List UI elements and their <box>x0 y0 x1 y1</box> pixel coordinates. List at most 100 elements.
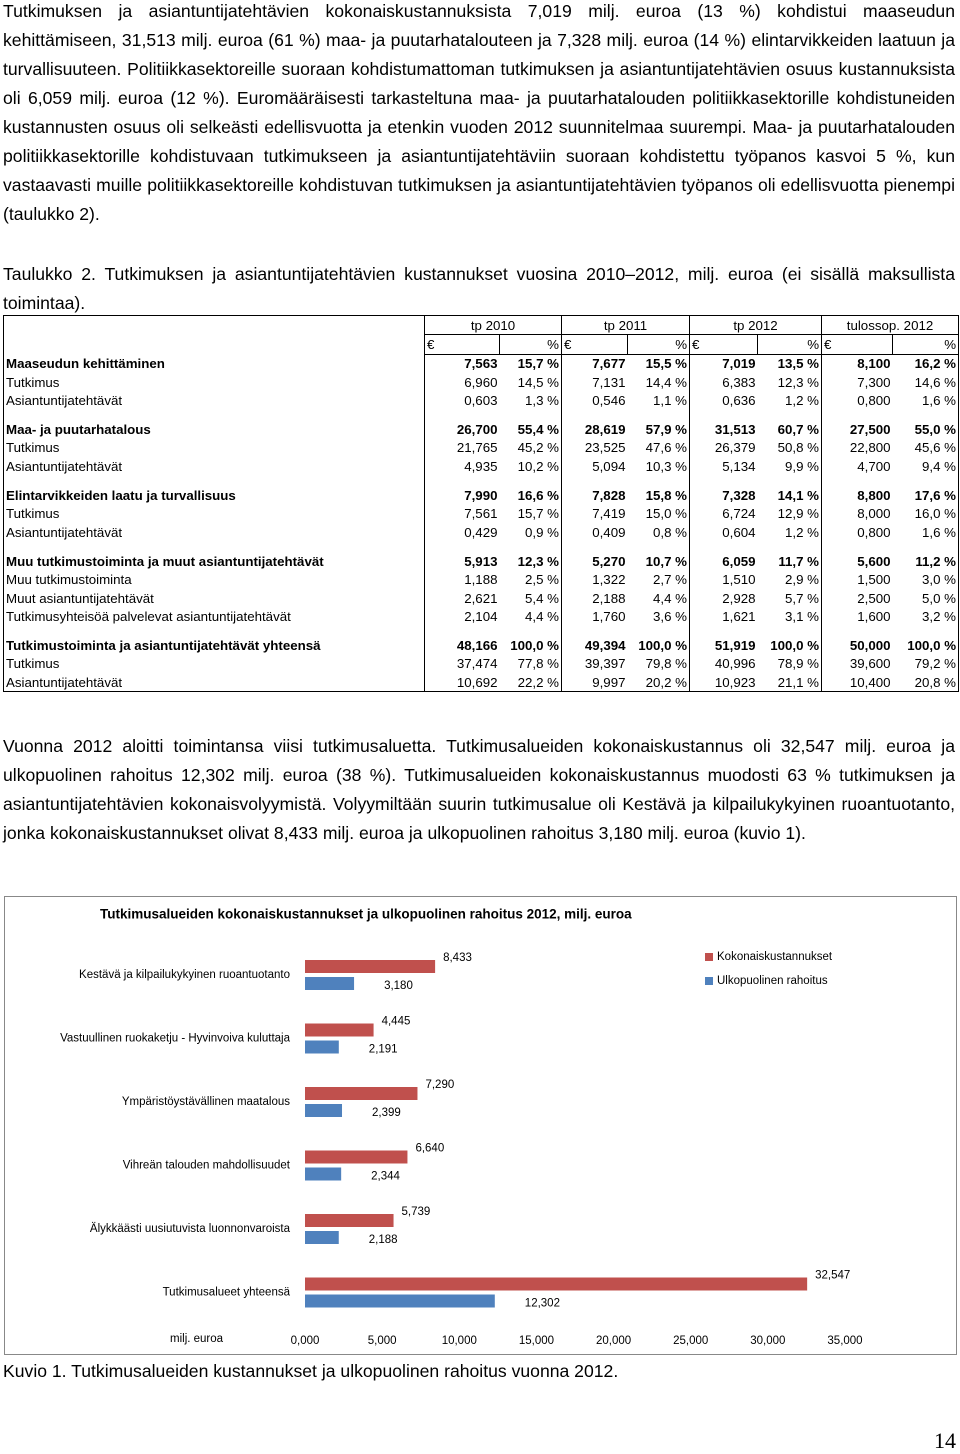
category-label: Vastuullinen ruokaketju - Hyvinvoiva kul… <box>60 1033 291 1045</box>
table-cell: 1,188 <box>424 570 500 589</box>
spacer-cell <box>4 409 425 420</box>
bar <box>305 1104 343 1117</box>
row-label: Muu tutkimustoiminta ja muut asiantuntij… <box>6 553 324 569</box>
table-cell: 7,563 <box>424 354 500 373</box>
table-cell: 50,000 <box>821 636 893 655</box>
spacer-cell <box>689 541 758 553</box>
table-cell: 0,800 <box>821 391 893 410</box>
table-cell: 2,500 <box>821 588 893 608</box>
row-label: Elintarvikkeiden laatu ja turvallisuus <box>6 488 236 504</box>
table-cell: 40,996 <box>689 654 758 674</box>
row-label: Muut asiantuntijatehtävät <box>6 590 154 606</box>
spacer-cell <box>561 541 628 553</box>
unit-header: € <box>424 334 500 355</box>
table-cell: 9,997 <box>561 673 628 692</box>
table-cell: 14,5 % <box>517 374 559 390</box>
spacer-cell <box>628 475 690 486</box>
table-cell: 1,6 % <box>922 524 957 540</box>
table-cell: 15,7 % <box>517 506 559 522</box>
data-label: 7,290 <box>425 1079 454 1091</box>
table-cell: 37,474 <box>424 654 500 674</box>
row-label: Tutkimus <box>6 506 60 522</box>
column-group: tp 2010 <box>424 314 562 336</box>
table-cell: 26,379 <box>689 438 758 458</box>
table-cell: 22,2 % <box>517 674 559 690</box>
table-cell: 17,6 % <box>914 488 957 504</box>
table-cell: 7,131 <box>561 372 628 392</box>
table-cell: 12,3 % <box>517 553 559 569</box>
table-cell: 4,4 % <box>653 590 688 606</box>
table-cell: 77,8 % <box>517 656 559 672</box>
table-cell: 11,7 % <box>778 553 820 569</box>
table-cell: 2,5 % <box>524 572 559 588</box>
page-number: 14 <box>934 1428 956 1453</box>
table-cell: 60,7 % <box>777 422 820 438</box>
bar <box>305 1214 394 1227</box>
bar <box>305 1087 418 1100</box>
table-cell: 100,0 % <box>907 638 957 654</box>
row-label: Tutkimus <box>6 656 60 672</box>
table-cell: 16,0 % <box>914 506 957 522</box>
table-row: Asiantuntijatehtävät 10,692 22,2 % 9,997 20,… <box>4 673 959 692</box>
table-cell: 1,760 <box>561 607 628 626</box>
header-row: €% €% €% €% <box>4 334 960 355</box>
table-cell: 21,765 <box>424 438 500 458</box>
x-tick-label: 35,000 <box>827 1335 862 1347</box>
spacer-cell <box>500 625 562 636</box>
table-row: Muu tutkimustoiminta 1,188 2,5 % 1,322 2,7 %… <box>4 570 959 589</box>
row-label: Maaseudun kehittäminen <box>6 355 165 371</box>
column-group: tp 2012 <box>689 314 823 336</box>
spacer-cell <box>893 541 959 552</box>
table-heading: Taulukko 2. Tutkimuksen ja asiantuntijat… <box>3 264 955 313</box>
table-cell: 0,603 <box>424 391 500 410</box>
table-cell: 100,0 % <box>770 638 820 654</box>
total-row: Muu tutkimustoiminta ja muut asiantuntij… <box>4 552 959 571</box>
table-cell: 1,621 <box>689 607 758 626</box>
table-cell: 9,9 % <box>785 458 820 474</box>
legend-swatch <box>705 953 713 961</box>
category-label: Älykkäästi uusiutuvista luonnonvaroista <box>90 1223 291 1235</box>
spacer-cell <box>758 409 822 420</box>
row-label: Tutkimus <box>6 374 60 390</box>
spacer-cell <box>758 541 822 552</box>
table-cell: 14,4 % <box>645 374 688 390</box>
table-cell: 6,059 <box>689 552 758 571</box>
spacer-cell <box>893 475 959 486</box>
table-cell: 0,800 <box>821 522 893 542</box>
spacer-cell <box>689 625 758 637</box>
table-cell: 3,1 % <box>785 608 820 624</box>
table-row: Tutkimus 21,765 45,2 % 23,525 47,6 % 26,379 50… <box>4 438 959 458</box>
table-cell: 14,1 % <box>777 488 820 504</box>
table-row: Asiantuntijatehtävät 0,429 0,9 % 0,409 0,8 %… <box>4 522 959 542</box>
spacer-cell <box>758 475 822 486</box>
table-cell: 1,6 % <box>922 392 957 408</box>
spacer-cell <box>424 625 500 637</box>
spacer-cell <box>821 409 893 421</box>
column-group: tp 2011 <box>560 314 691 336</box>
table-cell: 1,2 % <box>785 392 820 408</box>
data-label: 12,302 <box>525 1298 560 1310</box>
table-cell: 6,724 <box>689 504 758 523</box>
table-cell: 2,928 <box>689 588 758 608</box>
table-cell: 2,104 <box>424 607 500 626</box>
data-label: 32,547 <box>815 1270 850 1282</box>
table-cell: 5,270 <box>561 552 628 571</box>
bar <box>305 960 436 973</box>
row-label: Asiantuntijatehtävät <box>6 524 123 540</box>
table-cell: 5,094 <box>561 457 628 476</box>
table-cell: 7,300 <box>821 372 893 392</box>
table-cell: 55,0 % <box>914 422 957 438</box>
row-label: Asiantuntijatehtävät <box>6 674 123 690</box>
table-cell: 0,636 <box>689 391 758 410</box>
table-cell: 4,4 % <box>524 608 559 624</box>
table-cell: 1,1 % <box>653 392 688 408</box>
table-row: Tutkimus 6,960 14,5 % 7,131 14,4 % 6,383 12,3 … <box>4 372 959 392</box>
table-cell: 7,328 <box>689 486 758 505</box>
table-cell: 45,6 % <box>914 440 957 456</box>
table-cell: 6,383 <box>689 372 758 392</box>
table-cell: 49,394 <box>561 636 628 655</box>
spacer-row <box>4 475 959 487</box>
header-cell <box>4 335 425 354</box>
unit-header: € <box>561 334 628 355</box>
table-cell: 47,6 % <box>645 440 688 456</box>
